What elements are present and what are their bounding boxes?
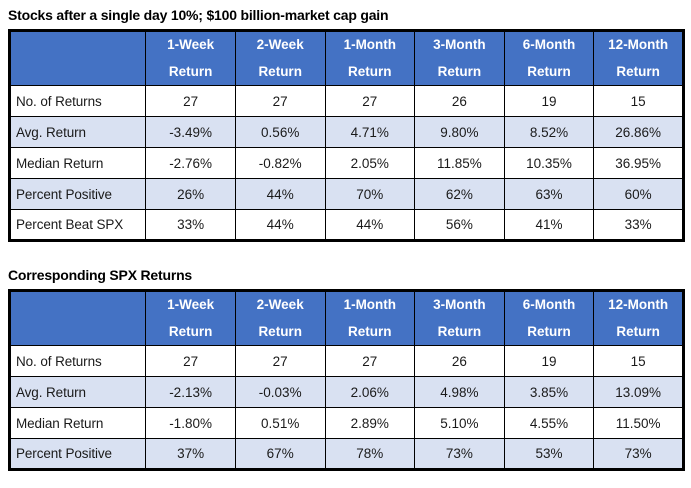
data-cell: 67% — [234, 438, 326, 470]
spx-returns-table: 1-Week Return 2-Week Return 1-Month Retu… — [8, 289, 685, 471]
row-label: No. of Returns — [8, 85, 147, 117]
table-row-percent-positive: Percent Positive 26% 44% 70% 62% 63% 60% — [8, 178, 684, 210]
row-label: Percent Positive — [8, 178, 147, 210]
data-cell: 9.80% — [414, 116, 505, 148]
data-cell: 2.05% — [324, 147, 416, 179]
data-cell: 4.98% — [414, 376, 505, 408]
data-cell: -2.76% — [145, 147, 236, 179]
data-cell: 53% — [503, 438, 595, 470]
column-header-1-week: 1-Week Return — [145, 30, 236, 86]
data-cell: 0.51% — [234, 407, 326, 439]
column-header-12-month: 12-Month Return — [593, 30, 684, 86]
table-row-no-of-returns: No. of Returns 27 27 27 26 19 15 — [8, 345, 684, 377]
row-label: Percent Beat SPX — [8, 209, 147, 241]
column-header-1-month: 1-Month Return — [324, 30, 416, 86]
table-row-median-return: Median Return -1.80% 0.51% 2.89% 5.10% 4… — [8, 407, 684, 439]
data-cell: 2.89% — [324, 407, 416, 439]
data-cell: -0.82% — [234, 147, 326, 179]
data-cell: -1.80% — [145, 407, 236, 439]
data-cell: 33% — [593, 209, 684, 241]
column-header-2-week: 2-Week Return — [234, 30, 326, 86]
row-label: Avg. Return — [8, 376, 147, 408]
data-cell: 26 — [414, 345, 505, 377]
row-label: Percent Positive — [8, 438, 147, 470]
column-header-3-month: 3-Month Return — [414, 290, 505, 346]
data-cell: 37% — [145, 438, 236, 470]
data-cell: 44% — [234, 209, 326, 241]
row-label: Median Return — [8, 147, 147, 179]
data-cell: 63% — [503, 178, 595, 210]
data-cell: 19 — [503, 345, 595, 377]
data-cell: 26.86% — [593, 116, 684, 148]
spx-table-section: Corresponding SPX Returns 1-Week Return … — [8, 267, 685, 471]
data-cell: 13.09% — [593, 376, 684, 408]
data-cell: 56% — [414, 209, 505, 241]
data-cell: 44% — [324, 209, 416, 241]
data-cell: 11.85% — [414, 147, 505, 179]
data-cell: 36.95% — [593, 147, 684, 179]
data-cell: 26% — [145, 178, 236, 210]
header-row: 1-Week Return 2-Week Return 1-Month Retu… — [8, 30, 684, 86]
column-header-6-month: 6-Month Return — [503, 290, 595, 346]
data-cell: 27 — [145, 85, 236, 117]
column-header-3-month: 3-Month Return — [414, 30, 505, 86]
data-cell: 27 — [324, 85, 416, 117]
header-row: 1-Week Return 2-Week Return 1-Month Retu… — [8, 290, 684, 346]
data-cell: 27 — [145, 345, 236, 377]
table-row-no-of-returns: No. of Returns 27 27 27 26 19 15 — [8, 85, 684, 117]
row-label: No. of Returns — [8, 345, 147, 377]
data-cell: 27 — [234, 85, 326, 117]
table-row-avg-return: Avg. Return -2.13% -0.03% 2.06% 4.98% 3.… — [8, 376, 684, 408]
data-cell: 5.10% — [414, 407, 505, 439]
stocks-table-title: Stocks after a single day 10%; $100 bill… — [8, 7, 389, 23]
data-cell: 60% — [593, 178, 684, 210]
data-cell: 73% — [414, 438, 505, 470]
column-header-2-week: 2-Week Return — [234, 290, 326, 346]
data-cell: 73% — [593, 438, 684, 470]
report-page: Stocks after a single day 10%; $100 bill… — [8, 7, 685, 471]
data-cell: 33% — [145, 209, 236, 241]
data-cell: 10.35% — [503, 147, 595, 179]
data-cell: 44% — [234, 178, 326, 210]
data-cell: 2.06% — [324, 376, 416, 408]
column-header-12-month: 12-Month Return — [593, 290, 684, 346]
stocks-table-section: Stocks after a single day 10%; $100 bill… — [8, 7, 685, 242]
row-label: Avg. Return — [8, 116, 147, 148]
column-header-1-month: 1-Month Return — [324, 290, 416, 346]
data-cell: -0.03% — [234, 376, 326, 408]
data-cell: 8.52% — [503, 116, 595, 148]
data-cell: 4.55% — [503, 407, 595, 439]
data-cell: 27 — [234, 345, 326, 377]
table-row-percent-positive: Percent Positive 37% 67% 78% 73% 53% 73% — [8, 438, 684, 470]
table-row-percent-beat-spx: Percent Beat SPX 33% 44% 44% 56% 41% 33% — [8, 209, 684, 241]
data-cell: 11.50% — [593, 407, 684, 439]
data-cell: 70% — [324, 178, 416, 210]
data-cell: 15 — [593, 85, 684, 117]
table-row-avg-return: Avg. Return -3.49% 0.56% 4.71% 9.80% 8.5… — [8, 116, 684, 148]
column-header-1-week: 1-Week Return — [145, 290, 236, 346]
spx-table-title: Corresponding SPX Returns — [8, 267, 193, 283]
data-cell: 4.71% — [324, 116, 416, 148]
data-cell: 3.85% — [503, 376, 595, 408]
corner-cell — [8, 30, 147, 86]
data-cell: -2.13% — [145, 376, 236, 408]
data-cell: 78% — [324, 438, 416, 470]
row-label: Median Return — [8, 407, 147, 439]
data-cell: 27 — [324, 345, 416, 377]
data-cell: -3.49% — [145, 116, 236, 148]
data-cell: 15 — [593, 345, 684, 377]
corner-cell — [8, 290, 147, 346]
data-cell: 0.56% — [234, 116, 326, 148]
data-cell: 19 — [503, 85, 595, 117]
table-row-median-return: Median Return -2.76% -0.82% 2.05% 11.85%… — [8, 147, 684, 179]
data-cell: 62% — [414, 178, 505, 210]
data-cell: 26 — [414, 85, 505, 117]
data-cell: 41% — [503, 209, 595, 241]
stocks-returns-table: 1-Week Return 2-Week Return 1-Month Retu… — [8, 29, 685, 242]
column-header-6-month: 6-Month Return — [503, 30, 595, 86]
